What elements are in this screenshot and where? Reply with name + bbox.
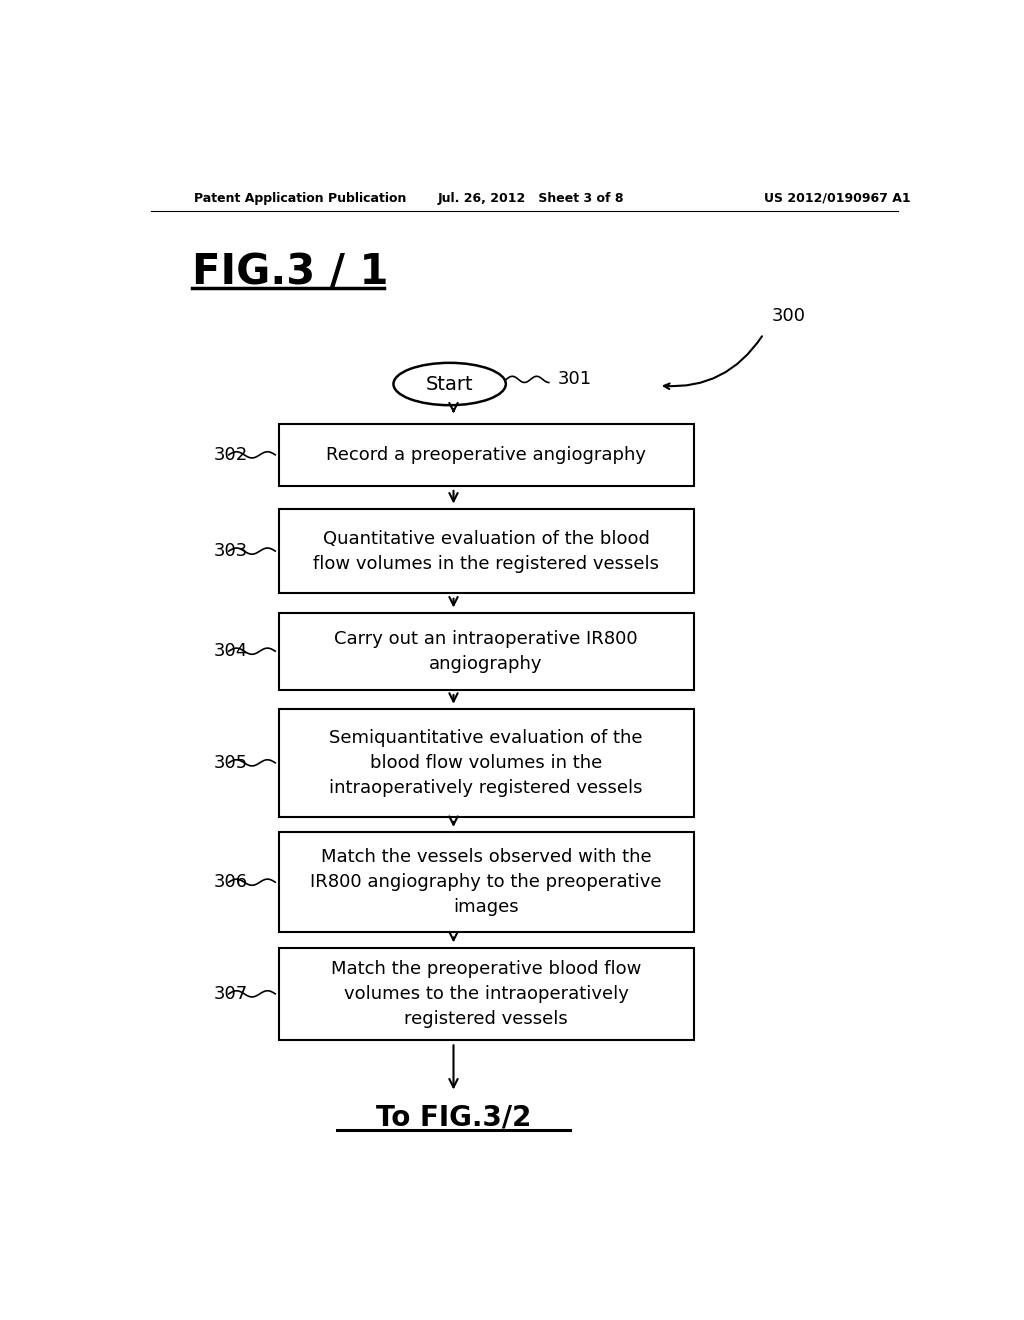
- Text: 305: 305: [213, 754, 248, 772]
- Text: Quantitative evaluation of the blood
flow volumes in the registered vessels: Quantitative evaluation of the blood flo…: [313, 529, 659, 573]
- Text: Start: Start: [426, 375, 473, 393]
- Text: 306: 306: [213, 874, 248, 891]
- Text: Patent Application Publication: Patent Application Publication: [194, 191, 407, 205]
- Text: 303: 303: [213, 543, 248, 560]
- Text: 301: 301: [558, 371, 592, 388]
- Text: Semiquantitative evaluation of the
blood flow volumes in the
intraoperatively re: Semiquantitative evaluation of the blood…: [330, 729, 643, 797]
- Text: Match the vessels observed with the
IR800 angiography to the preoperative
images: Match the vessels observed with the IR80…: [310, 849, 662, 916]
- Text: Jul. 26, 2012   Sheet 3 of 8: Jul. 26, 2012 Sheet 3 of 8: [438, 191, 625, 205]
- Text: Carry out an intraoperative IR800
angiography: Carry out an intraoperative IR800 angiog…: [334, 630, 638, 673]
- Text: Record a preoperative angiography: Record a preoperative angiography: [326, 446, 646, 463]
- Text: Match the preoperative blood flow
volumes to the intraoperatively
registered ves: Match the preoperative blood flow volume…: [331, 960, 641, 1028]
- Text: US 2012/0190967 A1: US 2012/0190967 A1: [764, 191, 910, 205]
- Text: 307: 307: [213, 985, 248, 1003]
- Text: FIG.3 / 1: FIG.3 / 1: [191, 251, 388, 293]
- Text: To FIG.3/2: To FIG.3/2: [376, 1104, 531, 1131]
- Text: 302: 302: [213, 446, 248, 463]
- Text: 300: 300: [771, 308, 805, 325]
- Text: 304: 304: [213, 643, 248, 660]
